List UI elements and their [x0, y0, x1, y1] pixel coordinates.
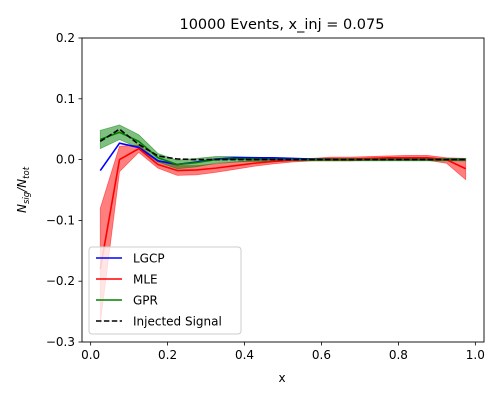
y-axis-ticks: −0.3 −0.2 −0.1 0.0 0.1 0.2 — [46, 31, 82, 349]
legend-label-injected-signal: Injected Signal — [133, 315, 222, 329]
x-tick-label: 0.0 — [81, 348, 100, 362]
x-tick-label: 0.6 — [312, 348, 331, 362]
y-label-denominator: /N — [15, 179, 29, 193]
series-line-mle — [99, 147, 467, 270]
legend-items: LGCP MLE GPR Injected Signal — [96, 252, 222, 329]
x-tick-label: 0.4 — [235, 348, 254, 362]
y-label-numerator-sub: sig — [22, 191, 32, 204]
y-axis-label: Nsig/Ntot — [15, 166, 32, 213]
x-axis-ticks: 0.0 0.2 0.4 0.6 0.8 1.0 — [81, 342, 485, 362]
series-lines — [99, 128, 467, 270]
y-tick-label: 0.1 — [56, 92, 75, 106]
x-tick-label: 1.0 — [466, 348, 485, 362]
chart-title: 10000 Events, x_inj = 0.075 — [179, 17, 384, 33]
x-tick-label: 0.2 — [158, 348, 177, 362]
legend: LGCP MLE GPR Injected Signal — [88, 246, 242, 335]
y-label-numerator: N — [15, 204, 29, 213]
x-tick-label: 0.8 — [389, 348, 408, 362]
legend-label-mle: MLE — [133, 273, 158, 287]
plot-frame — [81, 37, 485, 343]
y-tick-label: −0.3 — [46, 335, 75, 349]
y-tick-label: −0.2 — [46, 274, 75, 288]
legend-label-lgcp: LGCP — [133, 252, 165, 266]
y-tick-label: −0.1 — [46, 213, 75, 227]
legend-label-gpr: GPR — [133, 294, 158, 308]
series-line-injected-signal — [99, 128, 466, 161]
legend-box — [88, 246, 242, 335]
y-tick-label: 0.0 — [56, 153, 75, 167]
y-tick-label: 0.2 — [56, 31, 75, 45]
x-axis-label: x — [278, 371, 285, 385]
y-label-denominator-sub: tot — [22, 166, 32, 179]
